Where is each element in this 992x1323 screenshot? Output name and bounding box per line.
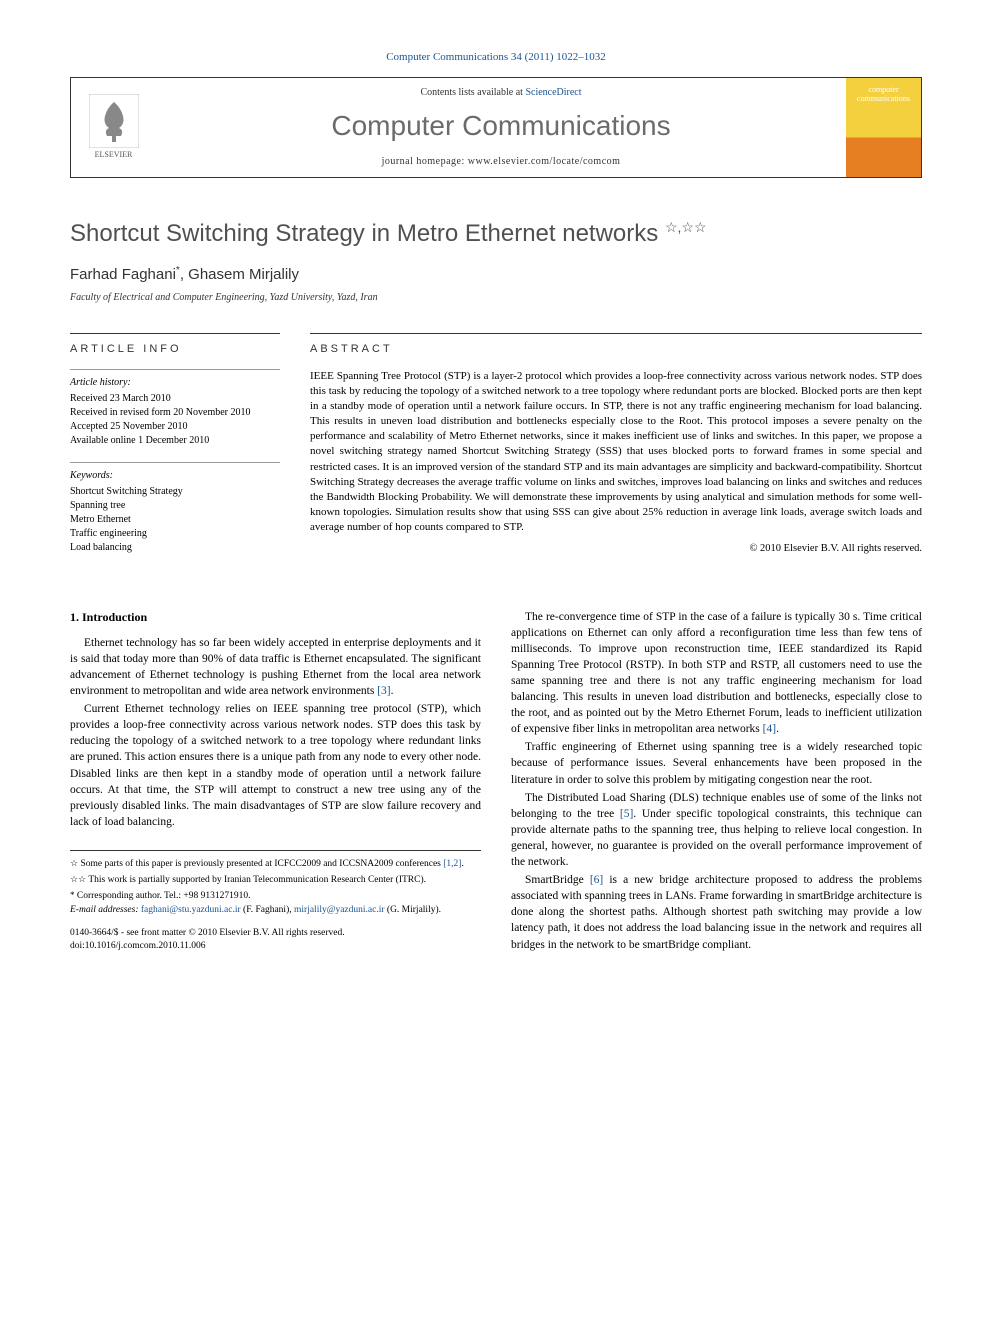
- article-title: Shortcut Switching Strategy in Metro Eth…: [70, 218, 922, 250]
- title-text: Shortcut Switching Strategy in Metro Eth…: [70, 220, 658, 247]
- paragraph: Traffic engineering of Ethernet using sp…: [511, 739, 922, 787]
- article-history-block: Article history: Received 23 March 2010 …: [70, 369, 280, 448]
- footer-issn: 0140-3664/$ - see front matter © 2010 El…: [70, 927, 481, 940]
- paragraph: Current Ethernet technology relies on IE…: [70, 701, 481, 830]
- corr-mark: *: [70, 890, 75, 900]
- left-column: 1. Introduction Ethernet technology has …: [70, 609, 481, 955]
- footnote-corresponding: * Corresponding author. Tel.: +98 913127…: [70, 889, 481, 903]
- footnotes-block: ☆ Some parts of this paper is previously…: [70, 850, 481, 917]
- paragraph: SmartBridge [6] is a new bridge architec…: [511, 872, 922, 952]
- keyword: Load balancing: [70, 541, 280, 555]
- paragraph: Ethernet technology has so far been wide…: [70, 635, 481, 699]
- email-1-who: (F. Faghani),: [243, 905, 292, 915]
- keywords-block: Keywords: Shortcut Switching Strategy Sp…: [70, 462, 280, 555]
- author-sep: ,: [180, 266, 188, 283]
- header-center: Contents lists available at ScienceDirec…: [156, 78, 846, 177]
- abstract-column: ABSTRACT IEEE Spanning Tree Protocol (ST…: [310, 333, 922, 569]
- abstract-text: IEEE Spanning Tree Protocol (STP) is a l…: [310, 369, 922, 536]
- journal-cover-thumb: computer communications: [846, 78, 921, 177]
- abstract-label: ABSTRACT: [310, 333, 922, 357]
- author-1: Farhad Faghani: [70, 266, 176, 283]
- section-heading: 1. Introduction: [70, 609, 481, 625]
- keyword: Spanning tree: [70, 499, 280, 513]
- author-list: Farhad Faghani*, Ghasem Mirjalily: [70, 264, 922, 285]
- journal-citation: Computer Communications 34 (2011) 1022–1…: [70, 50, 922, 65]
- homepage-prefix: journal homepage:: [382, 156, 468, 167]
- title-footnote-marks: ☆,☆☆: [665, 219, 707, 235]
- history-line: Received 23 March 2010: [70, 392, 280, 406]
- right-column: The re-convergence time of STP in the ca…: [511, 609, 922, 955]
- article-info-column: ARTICLE INFO Article history: Received 2…: [70, 333, 280, 569]
- section-number: 1.: [70, 610, 79, 624]
- footnote-2: ☆☆ This work is partially supported by I…: [70, 873, 481, 887]
- email-link-1[interactable]: faghani@stu.yazduni.ac.ir: [141, 905, 241, 915]
- history-line: Accepted 25 November 2010: [70, 420, 280, 434]
- journal-name: Computer Communications: [331, 107, 670, 145]
- history-line: Available online 1 December 2010: [70, 434, 280, 448]
- footnote-emails: E-mail addresses: faghani@stu.yazduni.ac…: [70, 904, 481, 917]
- affiliation: Faculty of Electrical and Computer Engin…: [70, 291, 922, 305]
- footer-doi: doi:10.1016/j.comcom.2010.11.006: [70, 940, 481, 953]
- homepage-line: journal homepage: www.elsevier.com/locat…: [382, 155, 621, 169]
- email-label: E-mail addresses:: [70, 905, 139, 915]
- fn1-mark: ☆: [70, 858, 78, 868]
- keyword: Metro Ethernet: [70, 513, 280, 527]
- footnote-1: ☆ Some parts of this paper is previously…: [70, 857, 481, 871]
- cover-title: computer communications: [850, 86, 917, 104]
- history-line: Received in revised form 20 November 201…: [70, 406, 280, 420]
- journal-header: ELSEVIER Contents lists available at Sci…: [70, 77, 922, 178]
- homepage-url: www.elsevier.com/locate/comcom: [468, 156, 621, 167]
- paragraph: The re-convergence time of STP in the ca…: [511, 609, 922, 738]
- contents-prefix: Contents lists available at: [420, 87, 525, 98]
- keyword: Shortcut Switching Strategy: [70, 485, 280, 499]
- keyword: Traffic engineering: [70, 527, 280, 541]
- publisher-label: ELSEVIER: [95, 150, 133, 161]
- email-2-who: (G. Mirjalily).: [387, 905, 441, 915]
- email-link-2[interactable]: mirjalily@yazduni.ac.ir: [294, 905, 385, 915]
- article-info-label: ARTICLE INFO: [70, 333, 280, 357]
- keywords-head: Keywords:: [70, 469, 280, 483]
- fn1-text: Some parts of this paper is previously p…: [80, 859, 463, 869]
- info-abstract-row: ARTICLE INFO Article history: Received 2…: [70, 333, 922, 569]
- sciencedirect-link[interactable]: ScienceDirect: [525, 87, 581, 98]
- body-columns: 1. Introduction Ethernet technology has …: [70, 609, 922, 955]
- elsevier-tree-icon: [89, 94, 139, 148]
- contents-line: Contents lists available at ScienceDirec…: [420, 86, 581, 100]
- fn2-text: This work is partially supported by Iran…: [88, 875, 426, 885]
- fn2-mark: ☆☆: [70, 874, 86, 884]
- history-head: Article history:: [70, 376, 280, 390]
- abstract-copyright: © 2010 Elsevier B.V. All rights reserved…: [310, 542, 922, 556]
- corr-text: Corresponding author. Tel.: +98 91312719…: [77, 891, 251, 901]
- section-title: Introduction: [82, 610, 147, 624]
- publisher-logo: ELSEVIER: [71, 78, 156, 177]
- paragraph: The Distributed Load Sharing (DLS) techn…: [511, 790, 922, 870]
- page-root: Computer Communications 34 (2011) 1022–1…: [0, 0, 992, 985]
- author-2: Ghasem Mirjalily: [188, 266, 299, 283]
